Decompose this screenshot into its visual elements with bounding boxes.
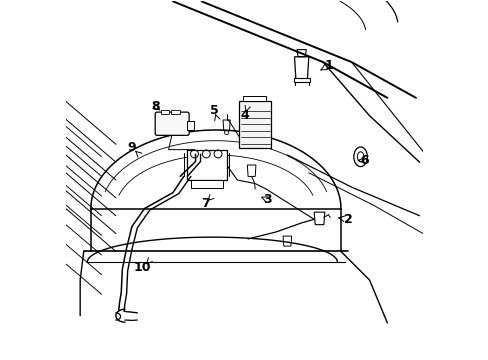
Text: 8: 8 <box>151 100 159 113</box>
Bar <box>242 96 265 102</box>
Bar <box>293 78 309 82</box>
Bar <box>160 111 169 114</box>
Text: 4: 4 <box>240 109 248 122</box>
Text: 5: 5 <box>209 104 218 117</box>
Bar <box>187 150 226 180</box>
Text: 1: 1 <box>324 59 332 72</box>
FancyBboxPatch shape <box>155 112 189 135</box>
Text: 10: 10 <box>134 261 151 274</box>
Text: 9: 9 <box>127 141 136 154</box>
Bar <box>187 121 193 130</box>
Text: 3: 3 <box>263 193 271 206</box>
Bar <box>190 180 223 188</box>
Bar <box>239 102 271 148</box>
Text: 6: 6 <box>359 154 368 167</box>
Bar <box>171 111 180 114</box>
Text: 7: 7 <box>201 197 209 210</box>
Text: 2: 2 <box>343 213 352 226</box>
